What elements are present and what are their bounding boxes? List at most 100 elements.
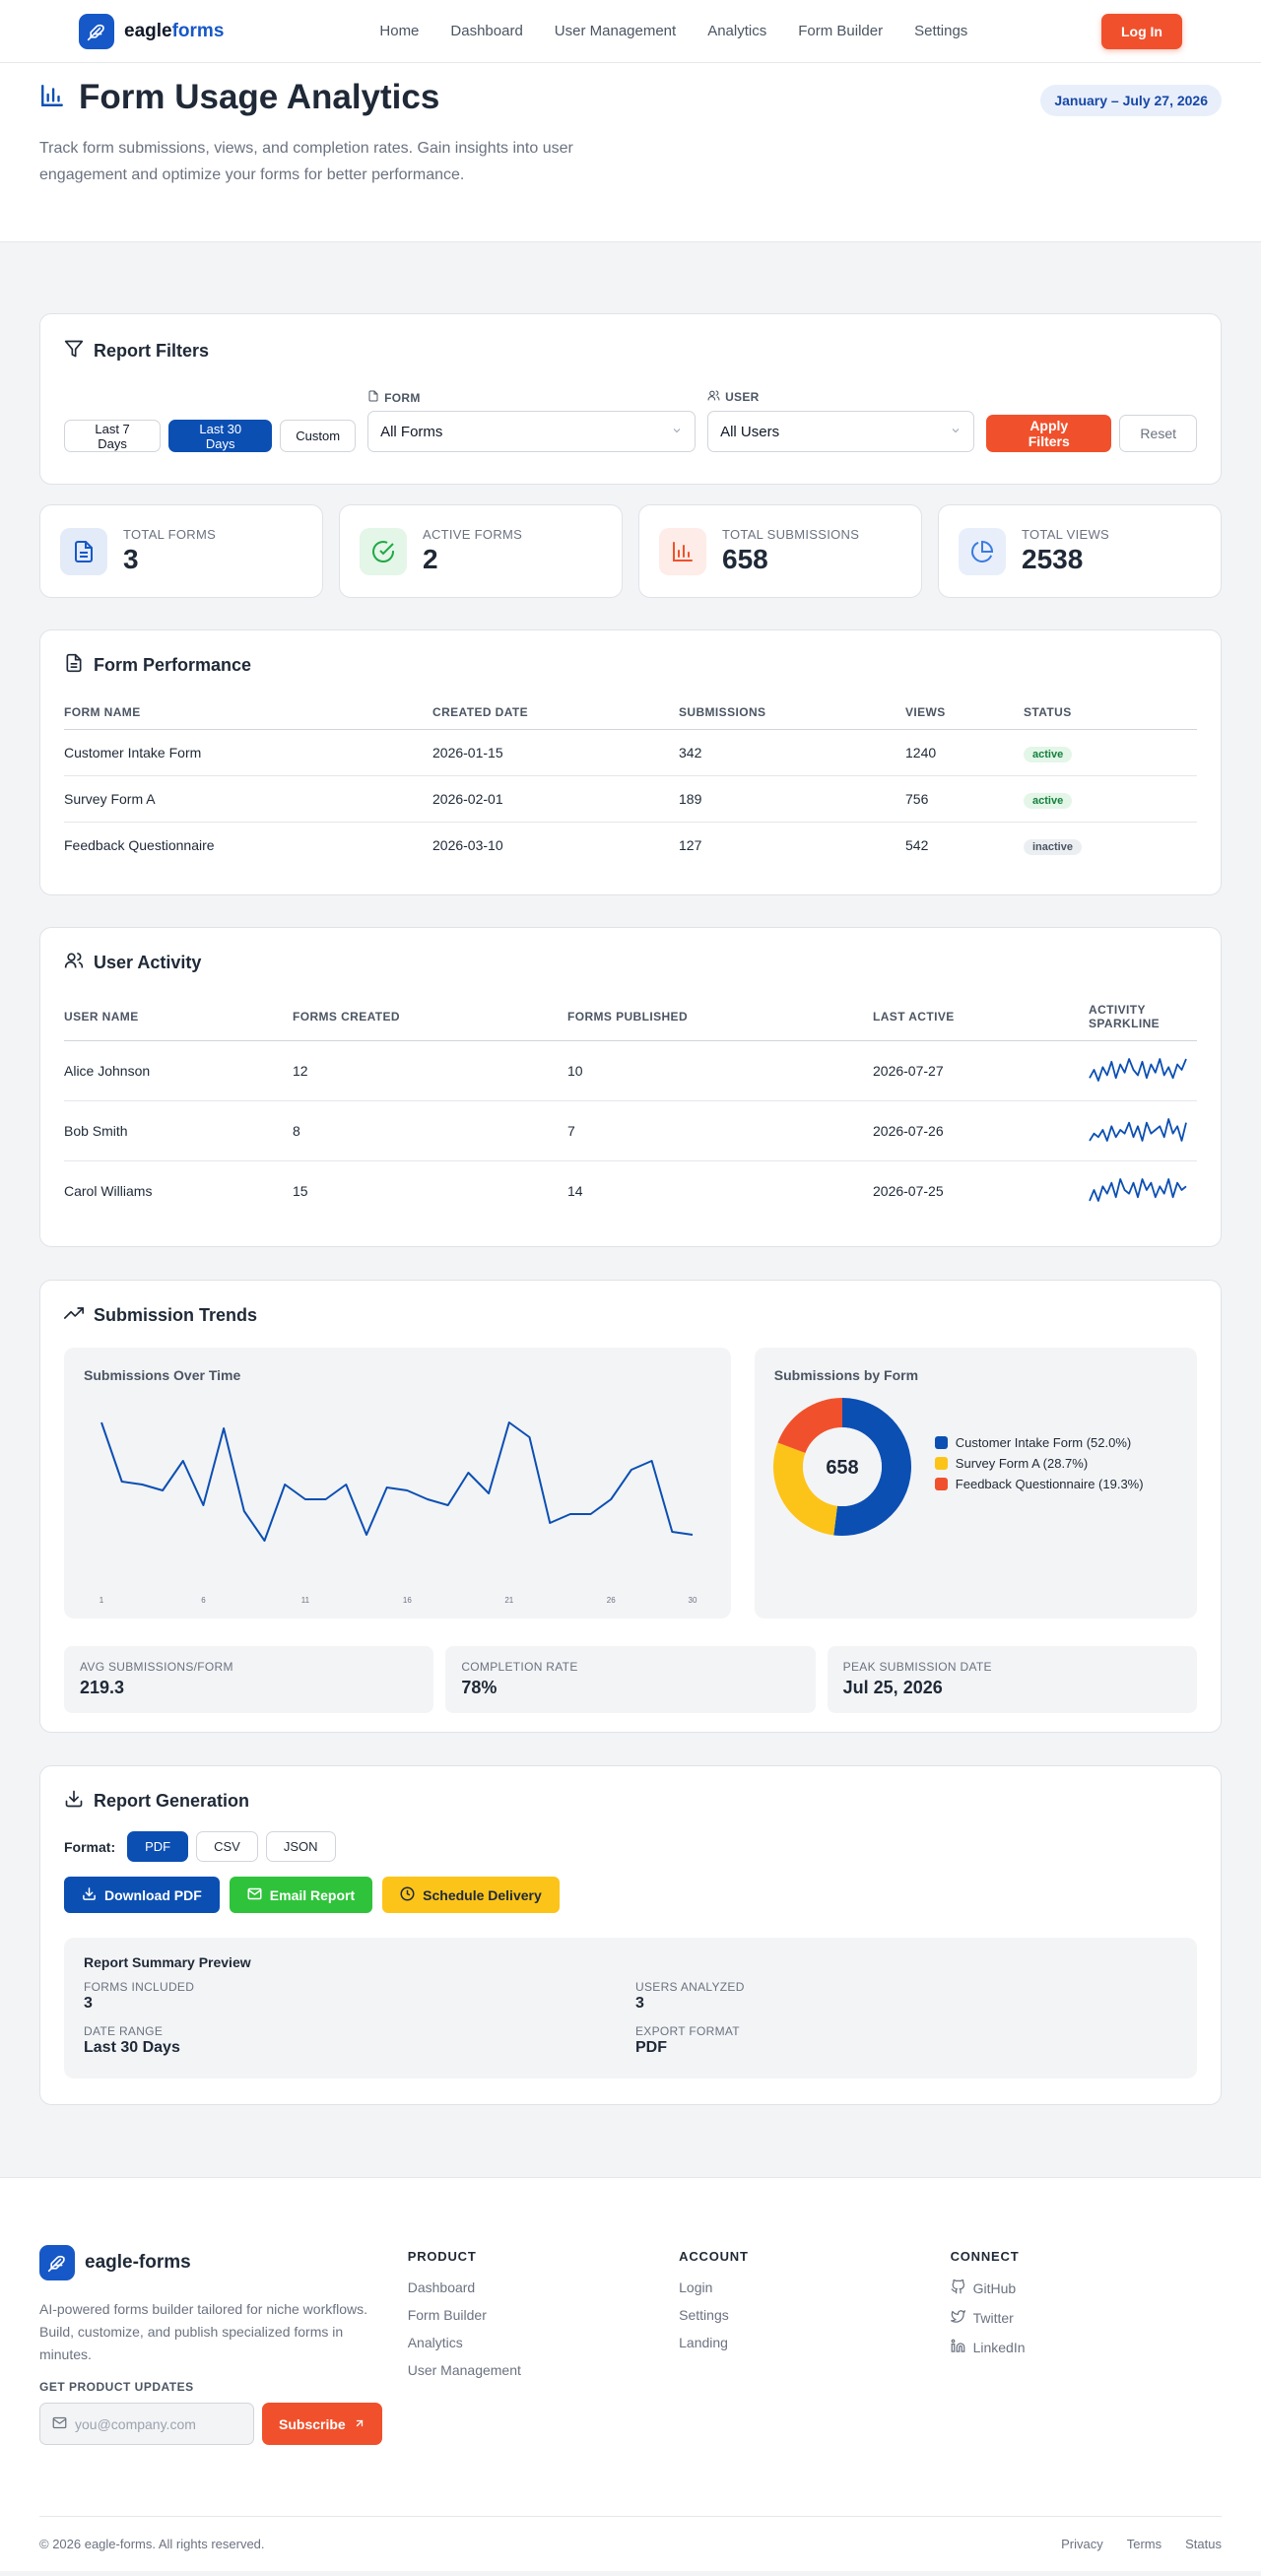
format-pdf-button[interactable]: PDF — [127, 1831, 189, 1862]
reset-button[interactable]: Reset — [1119, 415, 1197, 452]
table-row[interactable]: Carol Williams 15 14 2026-07-25 — [64, 1161, 1197, 1222]
column-header[interactable]: LAST ACTIVE — [873, 993, 1089, 1041]
table-row[interactable]: Bob Smith 8 7 2026-07-26 — [64, 1100, 1197, 1161]
format-json-button[interactable]: JSON — [265, 1831, 336, 1862]
footer-link-github[interactable]: GitHub — [951, 2279, 1222, 2297]
footer-column-product: PRODUCT Dashboard Form Builder Analytics… — [408, 2249, 679, 2445]
line-series — [100, 1421, 694, 1542]
nav-links: Home Dashboard User Management Analytics… — [379, 23, 967, 39]
views-cell: 1240 — [905, 729, 1024, 776]
column-header[interactable]: ACTIVITY SPARKLINE — [1089, 993, 1197, 1041]
footer-link-terms[interactable]: Terms — [1126, 2537, 1162, 2551]
table-row[interactable]: Alice Johnson 12 10 2026-07-27 — [64, 1040, 1197, 1101]
donut-slice[interactable] — [833, 1398, 911, 1536]
email-field[interactable]: you@company.com — [39, 2403, 254, 2445]
range-custom[interactable]: Custom — [280, 420, 357, 452]
footer-link-twitter[interactable]: Twitter — [950, 2309, 1222, 2327]
feather-logo-icon — [39, 2245, 75, 2280]
column-header[interactable]: STATUS — [1024, 695, 1197, 730]
user-activity-table: USER NAME FORMS CREATED FORMS PUBLISHED … — [64, 993, 1197, 1222]
form-select[interactable]: All Forms — [367, 411, 697, 452]
footer-link-analytics[interactable]: Analytics — [407, 2335, 463, 2350]
pie-legend: Customer Intake Form (52.0%) Survey Form … — [934, 1435, 1144, 1497]
date-range-toggle: Last 7 Days Last 30 Days Custom — [64, 420, 357, 452]
footer-link-privacy[interactable]: Privacy — [1061, 2537, 1103, 2551]
kpi-avg-submissions: AVG SUBMISSIONS/FORM 219.3 — [64, 1646, 434, 1713]
column-header[interactable]: CREATED DATE — [432, 695, 679, 730]
pie-chart-icon — [959, 527, 1006, 575]
column-header[interactable]: VIEWS — [905, 695, 1024, 730]
report-generation-card: Report Generation Format: PDF CSV JSON D… — [39, 1765, 1222, 2105]
user-activity-card: User Activity USER NAME FORMS CREATED FO… — [39, 927, 1222, 1247]
form-performance-table: FORM NAME CREATED DATE SUBMISSIONS VIEWS… — [64, 695, 1197, 869]
schedule-delivery-button[interactable]: Schedule Delivery — [382, 1877, 560, 1913]
table-row[interactable]: Feedback Questionnaire 2026-03-10 127 54… — [64, 823, 1197, 869]
form-performance-title: Form Performance — [94, 655, 252, 675]
table-row[interactable]: Survey Form A 2026-02-01 189 756 active — [64, 775, 1197, 823]
stat-value: 2 — [423, 544, 438, 574]
footer-link-user-management[interactable]: User Management — [407, 2362, 521, 2378]
nav-link-home[interactable]: Home — [379, 23, 420, 39]
nav-link-user-management[interactable]: User Management — [554, 23, 677, 39]
legend-item: Feedback Questionnaire (19.3%) — [934, 1477, 1144, 1491]
donut-slice[interactable] — [777, 1398, 842, 1453]
stat-label: TOTAL SUBMISSIONS — [722, 527, 860, 542]
range-last-30-days[interactable]: Last 30 Days — [168, 420, 273, 452]
forms-published-cell: 14 — [567, 1183, 583, 1200]
user-select[interactable]: All Users — [707, 411, 975, 452]
column-header[interactable]: USER NAME — [64, 993, 293, 1041]
stat-label: TOTAL FORMS — [123, 527, 217, 542]
sparkline-series — [1089, 1177, 1187, 1202]
footer-link-login[interactable]: Login — [679, 2279, 713, 2295]
mail-icon — [247, 1886, 262, 1904]
page-title: Form Usage Analytics — [79, 78, 440, 116]
user-name-cell: Alice Johnson — [64, 1040, 293, 1101]
footer: eagle-forms AI-powered forms builder tai… — [0, 2177, 1261, 2571]
form-select-value: All Forms — [380, 423, 443, 440]
submission-trends-title: Submission Trends — [94, 1305, 258, 1325]
submission-trends-card: Submission Trends Submissions Over Time … — [39, 1280, 1222, 1733]
column-header[interactable]: SUBMISSIONS — [679, 695, 905, 730]
footer-link-status[interactable]: Status — [1185, 2537, 1222, 2551]
range-last-7-days[interactable]: Last 7 Days — [64, 420, 162, 452]
nav-link-analytics[interactable]: Analytics — [707, 23, 767, 39]
column-header[interactable]: FORMS CREATED — [293, 993, 567, 1041]
user-select-value: All Users — [720, 423, 780, 440]
format-csv-button[interactable]: CSV — [196, 1831, 258, 1862]
kpi-peak-date: PEAK SUBMISSION DATE Jul 25, 2026 — [827, 1646, 1197, 1713]
legend-swatch — [934, 1457, 948, 1470]
subscribe-button[interactable]: Subscribe — [262, 2403, 382, 2445]
footer-link-form-builder[interactable]: Form Builder — [407, 2307, 487, 2323]
footer-brand[interactable]: eagle-forms — [39, 2245, 408, 2280]
login-button[interactable]: Log In — [1101, 13, 1182, 49]
nav-link-settings[interactable]: Settings — [914, 23, 968, 39]
nav-link-form-builder[interactable]: Form Builder — [798, 23, 884, 39]
forms-published-cell: 7 — [567, 1100, 873, 1161]
download-pdf-button[interactable]: Download PDF — [64, 1877, 220, 1913]
column-header[interactable]: FORM NAME — [64, 695, 432, 730]
brand[interactable]: eagleforms — [79, 13, 224, 49]
nav-link-dashboard[interactable]: Dashboard — [450, 23, 523, 39]
kpi-completion-rate: COMPLETION RATE 78% — [445, 1646, 816, 1713]
column-header[interactable]: FORMS PUBLISHED — [567, 993, 873, 1041]
pie-chart-title: Submissions by Form — [773, 1367, 919, 1383]
sparkline-series — [1089, 1117, 1187, 1142]
apply-filters-button[interactable]: Apply Filters — [986, 415, 1112, 452]
footer-link-settings[interactable]: Settings — [679, 2307, 729, 2323]
footer-link-linkedin[interactable]: LinkedIn — [951, 2339, 1222, 2356]
donut-slice[interactable] — [772, 1442, 837, 1536]
footer-link-dashboard[interactable]: Dashboard — [407, 2279, 476, 2295]
footer-link-landing[interactable]: Landing — [679, 2335, 728, 2350]
kpi-value: 219.3 — [80, 1678, 125, 1697]
page-header: Form Usage Analytics Track form submissi… — [0, 63, 1261, 242]
trend-kpis: AVG SUBMISSIONS/FORM 219.3 COMPLETION RA… — [64, 1646, 1197, 1713]
email-report-button[interactable]: Email Report — [229, 1877, 373, 1913]
stat-value: 658 — [722, 544, 768, 574]
table-row[interactable]: Customer Intake Form 2026-01-15 342 1240… — [64, 729, 1197, 776]
legend-item: Customer Intake Form (52.0%) — [934, 1435, 1144, 1450]
document-icon — [367, 390, 379, 405]
stat-card-total-views: TOTAL VIEWS 2538 — [938, 504, 1222, 598]
summary-forms-included: FORMS INCLUDED 3 — [84, 1980, 195, 2012]
footer-column-connect: CONNECT GitHub Twitter LinkedIn — [950, 2249, 1222, 2445]
twitter-icon — [950, 2309, 965, 2327]
